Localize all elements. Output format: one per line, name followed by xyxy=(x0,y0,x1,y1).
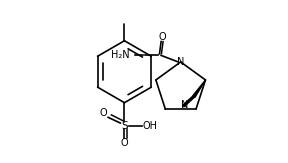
Text: N: N xyxy=(181,100,188,110)
Text: S: S xyxy=(121,120,128,131)
Text: OH: OH xyxy=(142,120,157,131)
Text: O: O xyxy=(159,32,166,42)
Text: N: N xyxy=(177,57,184,67)
Text: H₂N: H₂N xyxy=(111,50,129,60)
Polygon shape xyxy=(193,80,205,97)
Text: O: O xyxy=(99,108,107,118)
Text: O: O xyxy=(121,138,128,148)
